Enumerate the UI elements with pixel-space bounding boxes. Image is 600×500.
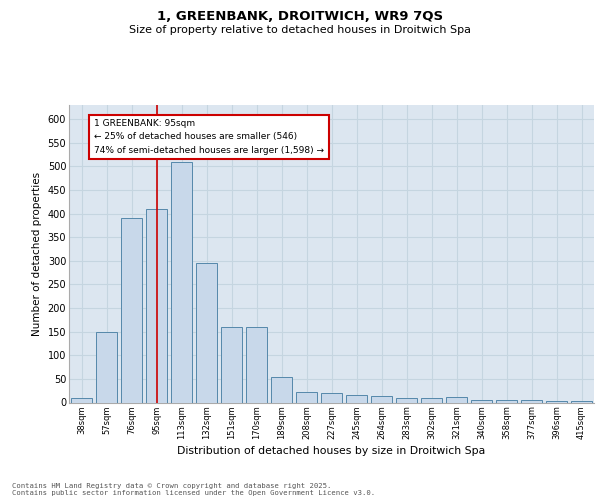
Bar: [346, 395, 367, 402]
Bar: [146, 209, 167, 402]
Text: Size of property relative to detached houses in Droitwich Spa: Size of property relative to detached ho…: [129, 25, 471, 35]
Bar: [471, 400, 492, 402]
Bar: [496, 400, 517, 402]
Bar: [546, 400, 567, 402]
Bar: [71, 398, 92, 402]
Bar: [371, 396, 392, 402]
Y-axis label: Number of detached properties: Number of detached properties: [32, 172, 42, 336]
Bar: [421, 398, 442, 402]
Bar: [121, 218, 142, 402]
Bar: [571, 400, 592, 402]
Bar: [96, 332, 117, 402]
Bar: [446, 398, 467, 402]
Bar: [196, 263, 217, 402]
Bar: [296, 392, 317, 402]
Bar: [221, 327, 242, 402]
Text: 1 GREENBANK: 95sqm
← 25% of detached houses are smaller (546)
74% of semi-detach: 1 GREENBANK: 95sqm ← 25% of detached hou…: [94, 119, 324, 154]
Bar: [396, 398, 417, 402]
Bar: [171, 162, 192, 402]
Text: 1, GREENBANK, DROITWICH, WR9 7QS: 1, GREENBANK, DROITWICH, WR9 7QS: [157, 10, 443, 23]
Bar: [521, 400, 542, 402]
Text: Contains HM Land Registry data © Crown copyright and database right 2025.
Contai: Contains HM Land Registry data © Crown c…: [12, 483, 375, 496]
X-axis label: Distribution of detached houses by size in Droitwich Spa: Distribution of detached houses by size …: [178, 446, 485, 456]
Bar: [271, 376, 292, 402]
Bar: [246, 327, 267, 402]
Bar: [321, 393, 342, 402]
